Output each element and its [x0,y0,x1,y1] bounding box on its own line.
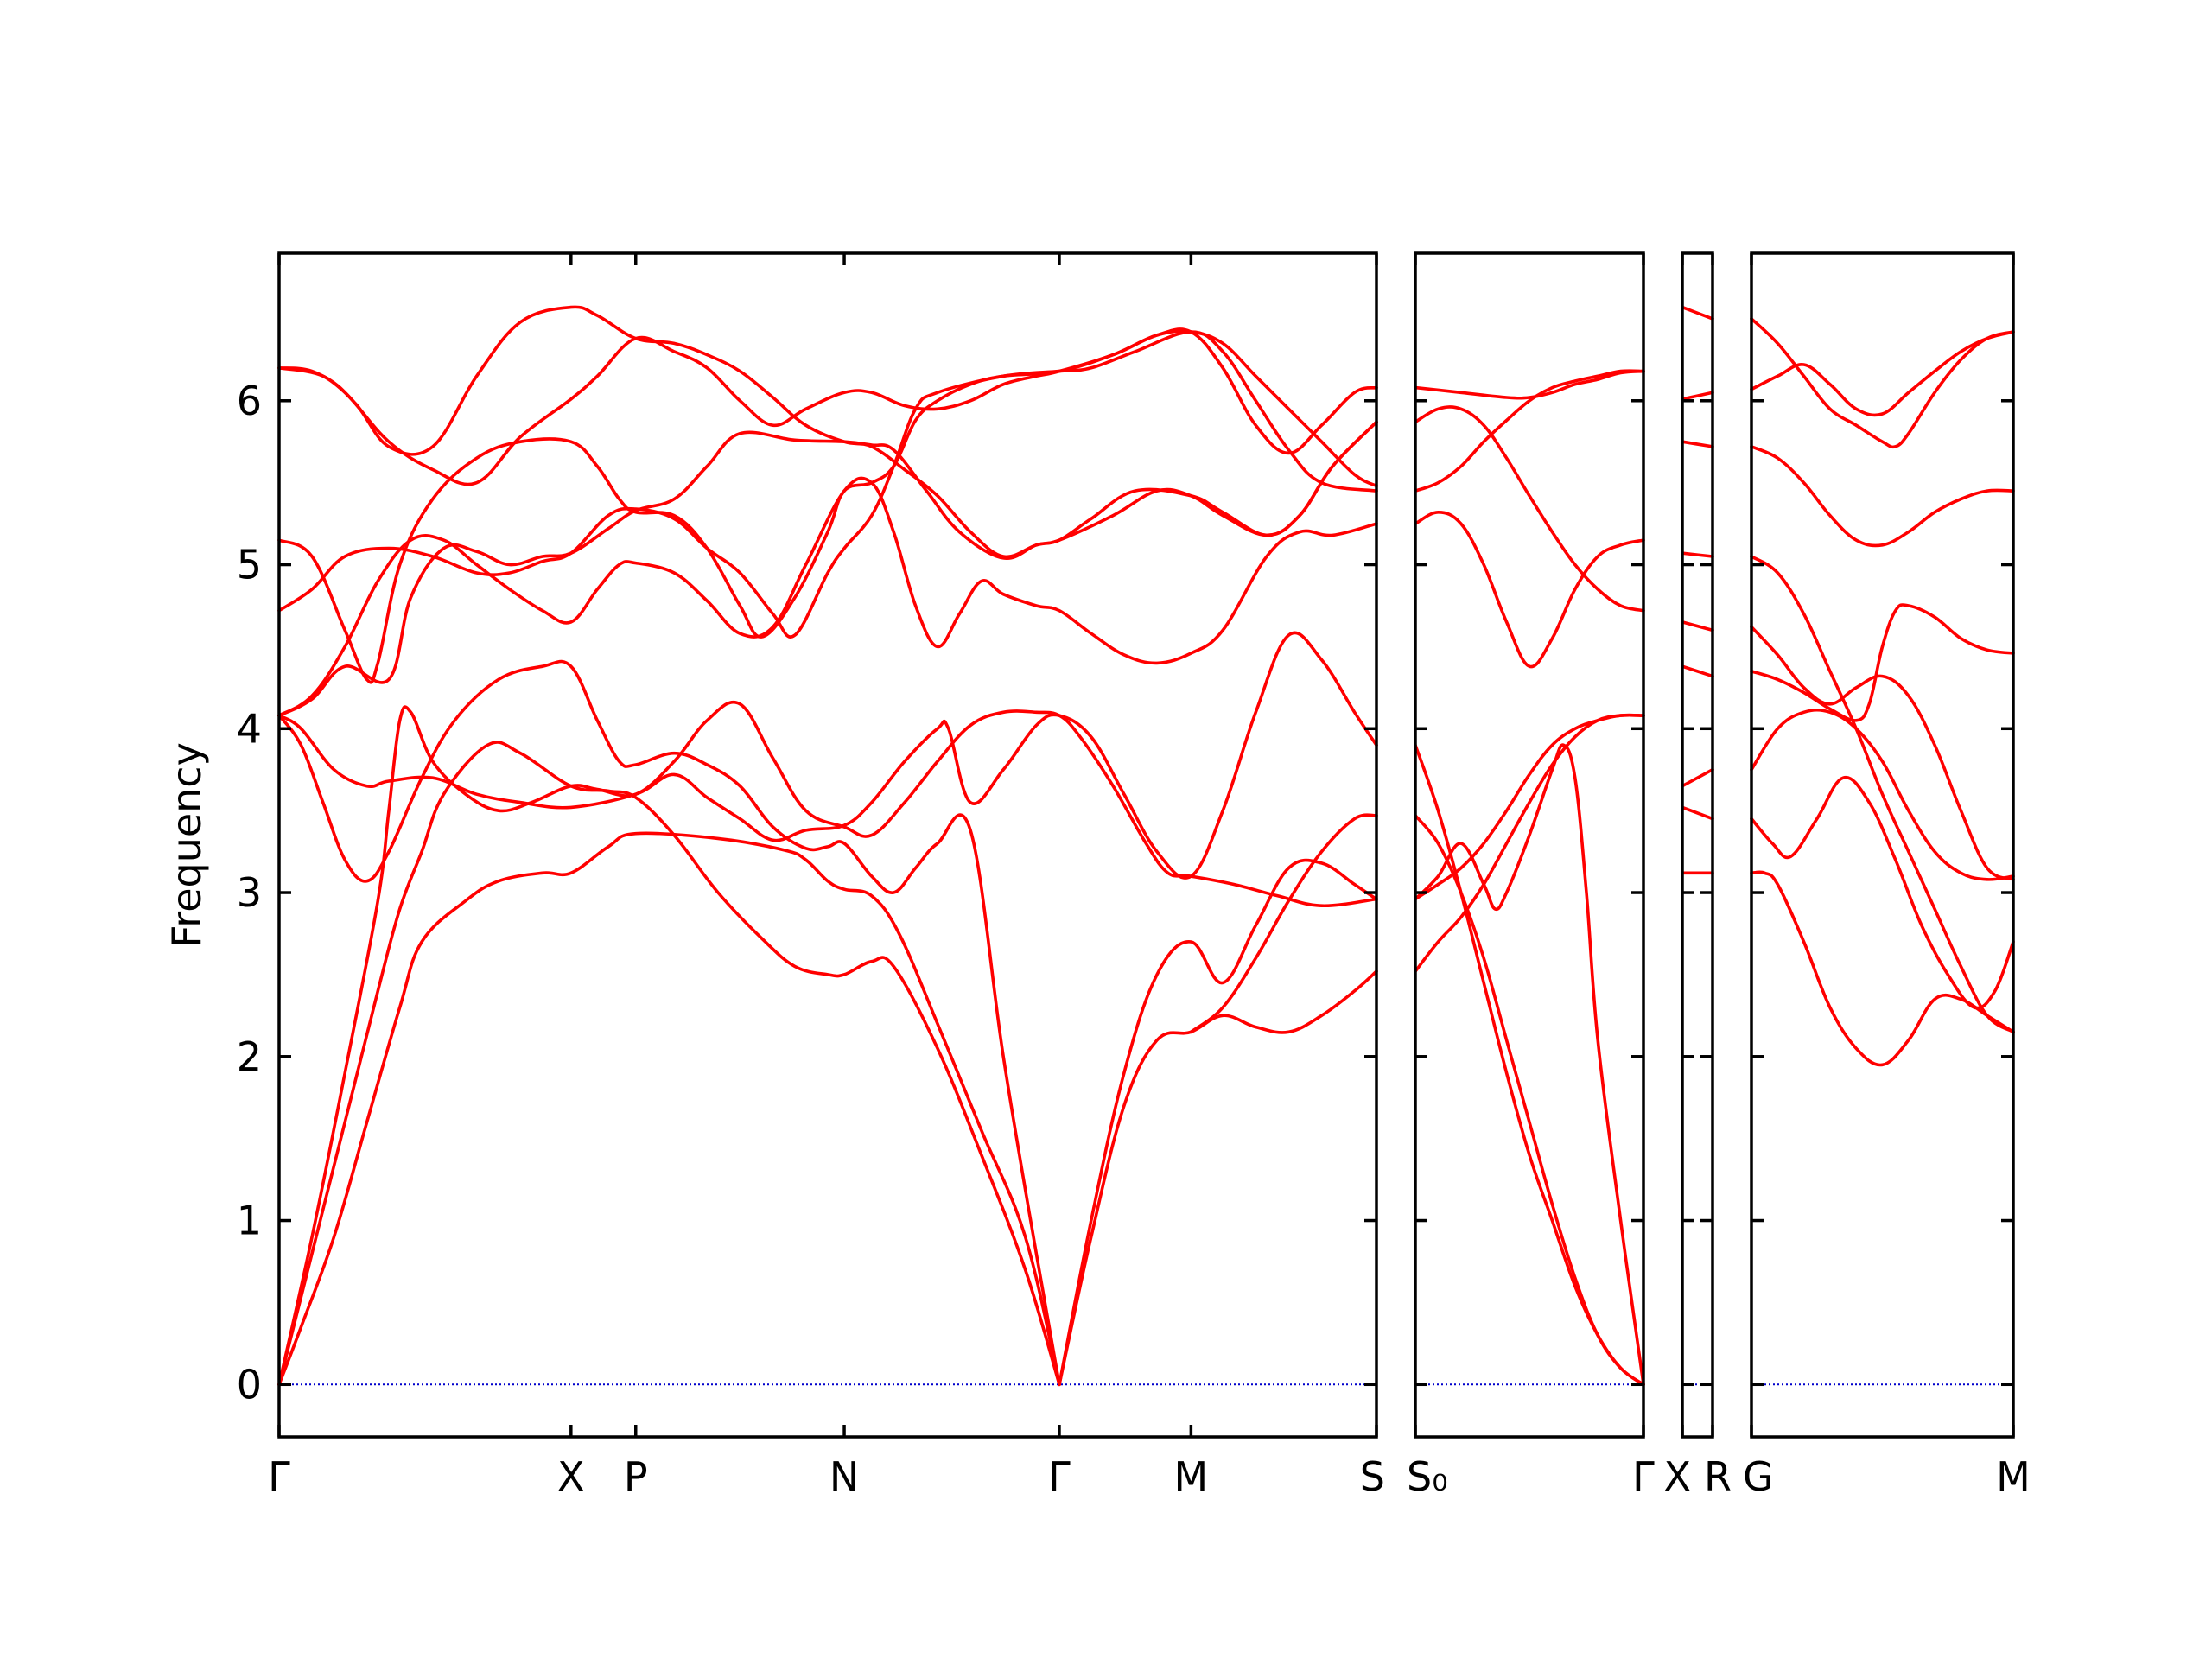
y-tick-label: 0 [237,1361,262,1408]
panel-frame [1750,251,2015,1439]
y-tick-label: 6 [237,378,262,424]
band-line-3 [1681,440,1714,448]
band-line-1 [1681,305,1714,321]
band-line-5 [1414,743,1645,1387]
band-line-7 [1750,445,2015,548]
band-line-9 [1414,369,1645,400]
y-tick-label: 5 [237,542,262,588]
x-tick-label: Γ [268,1453,290,1500]
band-line-7 [277,420,1378,717]
band-line-3 [1750,708,2015,881]
band-line-13 [1058,969,1378,1387]
band-line-9 [1750,317,2015,449]
x-tick-label: P [624,1453,648,1500]
band-line-7 [1414,369,1645,493]
band-line-5 [1681,620,1714,632]
band-line-10 [277,327,1378,486]
band-line-2 [1750,775,2015,1010]
band-line-8 [1681,805,1714,821]
band-line-2 [277,741,1061,1387]
y-tick-label: 1 [237,1198,262,1244]
y-tick-label: 2 [237,1033,262,1080]
y-tick-label: 3 [237,869,262,916]
x-tick-label: M [1174,1453,1209,1500]
x-tick-label: N [830,1453,859,1500]
x-tick-label: X [1663,1453,1691,1500]
y-tick-labels: 0 1 2 3 4 5 6 [237,378,262,1408]
band-line-7 [1681,767,1714,788]
band-line-5 [277,631,1378,880]
panel-2: S₀ Γ [1407,251,1655,1500]
band-line-1 [1414,713,1645,973]
band-line-4 [1750,625,2015,881]
band-line-11 [277,305,1378,559]
x-tick-label: G [1743,1453,1774,1500]
band-line-4 [277,659,1061,1387]
x-tick-label: R [1704,1453,1732,1500]
x-tick-label: Γ [1048,1453,1071,1500]
band-line-2 [1681,391,1714,401]
band-line-4 [1681,551,1714,558]
band-line-1 [1750,870,2015,1067]
band-line-3 [1414,814,1645,1387]
x-tick-label: Γ [1632,1453,1655,1500]
panel-frame [1681,251,1714,1439]
band-line-14 [1058,858,1378,1387]
x-tick-label: S₀ [1407,1453,1448,1500]
panel-frame [277,251,1378,1439]
band-line-6 [1750,555,2015,1034]
band-line-1 [277,831,1061,1387]
band-line-4 [1414,743,1645,1387]
band-line-8 [1414,405,1645,613]
band-line-12 [1189,813,1378,1034]
band-line-3 [277,700,1378,1387]
x-tick-label: S [1360,1453,1385,1500]
band-line-6 [1681,664,1714,678]
y-axis-title: Frequency [163,742,210,948]
x-tick-label: X [557,1453,585,1500]
band-line-2 [1414,713,1645,901]
panel-frame [1414,251,1645,1439]
y-tick-label: 4 [237,705,262,752]
x-tick-label: M [1996,1453,2031,1500]
band-line-6 [1414,511,1645,669]
band-line-5 [1750,603,2015,722]
band-line-8 [1750,330,2015,417]
band-line-6 [277,476,1378,717]
